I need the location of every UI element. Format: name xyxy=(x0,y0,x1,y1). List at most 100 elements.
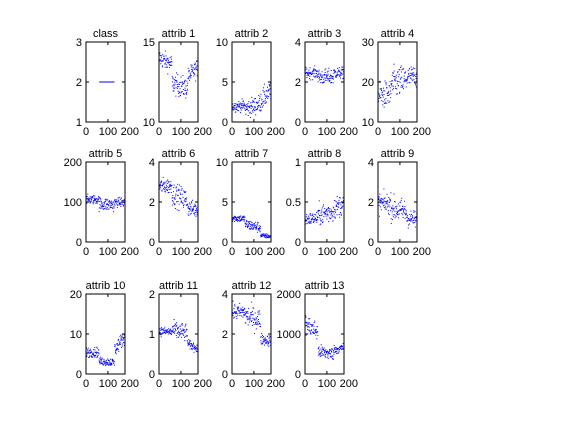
data-point xyxy=(306,323,308,325)
data-point xyxy=(255,228,257,230)
data-point xyxy=(185,199,187,201)
data-point xyxy=(379,193,381,195)
data-point xyxy=(378,204,380,206)
data-point xyxy=(111,203,113,205)
data-point xyxy=(305,219,307,221)
data-point xyxy=(185,201,187,203)
data-point xyxy=(191,64,193,66)
x-tick-label: 200 xyxy=(267,246,285,258)
data-point xyxy=(319,353,321,355)
data-point xyxy=(263,344,265,346)
data-point xyxy=(194,203,196,205)
data-point xyxy=(259,226,261,228)
y-tick-label: 0 xyxy=(368,237,374,249)
data-point xyxy=(387,210,389,212)
data-point xyxy=(103,205,105,207)
data-point xyxy=(269,84,271,86)
data-point xyxy=(243,104,245,106)
data-point xyxy=(256,318,258,320)
data-point xyxy=(161,180,163,182)
data-point xyxy=(182,202,184,204)
data-point xyxy=(160,185,162,187)
data-point xyxy=(410,218,412,220)
data-point xyxy=(177,331,179,333)
data-point xyxy=(248,105,250,107)
data-point xyxy=(251,321,252,323)
data-point xyxy=(313,322,315,324)
subplot-title: class xyxy=(93,28,119,40)
data-point xyxy=(399,209,401,211)
data-point xyxy=(342,197,344,199)
data-point xyxy=(258,311,260,313)
data-point xyxy=(174,87,176,89)
data-point xyxy=(409,82,411,84)
data-point xyxy=(257,323,259,325)
data-point xyxy=(311,218,313,220)
data-point xyxy=(94,199,96,201)
data-point xyxy=(396,211,398,213)
data-point xyxy=(87,349,89,351)
data-point xyxy=(195,206,197,208)
data-point xyxy=(105,360,107,362)
data-point xyxy=(389,81,391,83)
data-point xyxy=(328,208,330,210)
data-point xyxy=(87,353,89,355)
data-point xyxy=(335,75,337,77)
data-point xyxy=(170,333,172,335)
data-point xyxy=(105,359,107,361)
data-point xyxy=(415,76,417,78)
data-point xyxy=(103,358,105,360)
data-point xyxy=(259,230,261,232)
data-point xyxy=(172,90,174,92)
data-point xyxy=(313,221,315,223)
data-point xyxy=(109,201,111,203)
data-point xyxy=(172,77,174,79)
data-point xyxy=(306,322,308,324)
y-tick-label: 0 xyxy=(76,369,82,381)
y-tick-label: 3 xyxy=(76,37,82,49)
data-point xyxy=(268,343,270,345)
data-point xyxy=(261,98,263,100)
data-point xyxy=(328,80,330,82)
data-point xyxy=(108,205,110,207)
data-point xyxy=(240,215,242,217)
data-point xyxy=(317,75,319,77)
data-point xyxy=(92,354,94,356)
data-point xyxy=(409,75,411,77)
data-point xyxy=(317,335,319,337)
data-point xyxy=(184,79,186,81)
data-point xyxy=(236,109,238,111)
data-point xyxy=(261,334,263,336)
data-point xyxy=(399,91,401,93)
data-point xyxy=(338,70,340,72)
data-point xyxy=(321,77,323,79)
data-point xyxy=(192,69,194,71)
data-point xyxy=(173,325,175,327)
data-point xyxy=(390,218,392,220)
data-point xyxy=(398,73,400,75)
data-point xyxy=(113,364,115,366)
data-point xyxy=(107,208,109,210)
data-point xyxy=(113,205,115,207)
x-tick-label: 200 xyxy=(194,246,212,258)
data-point xyxy=(407,218,409,220)
data-point xyxy=(182,83,184,85)
data-point xyxy=(312,214,314,216)
data-point xyxy=(312,79,314,81)
data-point xyxy=(384,197,386,199)
data-point xyxy=(165,181,167,183)
data-point xyxy=(305,72,307,74)
data-point xyxy=(399,205,401,207)
data-point xyxy=(250,221,252,223)
data-point xyxy=(412,215,414,217)
data-point xyxy=(96,200,98,202)
data-point xyxy=(336,352,338,354)
data-point xyxy=(188,76,190,78)
data-point xyxy=(87,347,89,349)
data-point xyxy=(257,102,259,104)
data-point xyxy=(236,109,238,111)
data-point xyxy=(393,76,395,78)
data-point xyxy=(320,75,322,77)
